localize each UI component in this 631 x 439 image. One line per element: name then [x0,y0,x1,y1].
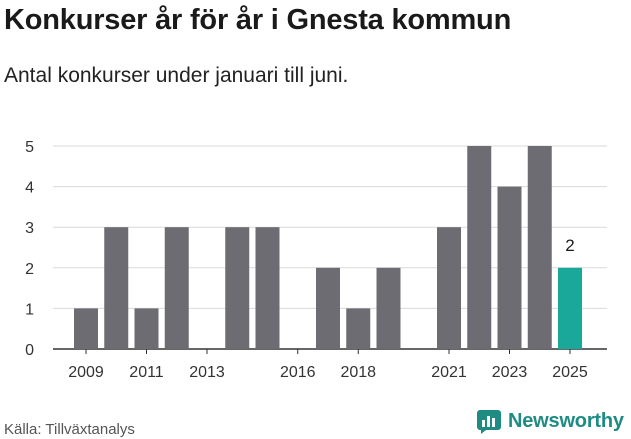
bar-2009 [74,308,98,349]
y-tick-label: 2 [25,261,34,278]
y-tick-label: 1 [25,301,34,318]
x-tick-label: 2023 [492,364,528,381]
bar-chart: 0 1 2 3 4 5 2 2009 2011 2013 2016 2018 2021 2023 202… [25,139,607,381]
chart-title: Konkurser år för år i Gnesta kommun [4,4,512,36]
x-tick-label: 2021 [431,364,467,381]
x-tick-label: 2025 [552,364,588,381]
bars [74,146,582,349]
brand-name: Newsworthy [508,409,624,432]
x-tick-label: 2013 [189,364,225,381]
bar-chart-logo-icon [477,410,501,434]
y-tick-label: 0 [25,342,34,359]
x-tick-label: 2011 [129,364,164,381]
newsworthy-logo[interactable]: Newsworthy [476,408,624,434]
bar-2019 [376,267,401,349]
x-tick-label: 2018 [340,364,376,381]
bar-2014 [225,227,250,349]
y-tick-label: 4 [25,180,34,197]
bar-2011 [134,308,159,349]
data-labels: 2 [565,236,574,255]
source-note: Källa: Tillväxtanalys [4,421,135,438]
bar-2017 [316,267,340,349]
y-tick-label: 3 [25,220,34,237]
bar-2021 [437,227,461,349]
data-label-2025: 2 [565,236,574,255]
x-tick-label: 2016 [280,364,316,381]
bar-2024 [527,146,552,349]
bar-2010 [104,227,129,349]
bar-2012 [164,227,189,349]
bar-2023 [497,186,522,349]
y-axis-ticks: 0 1 2 3 4 5 [25,139,34,359]
bar-2018 [346,308,371,349]
bar-2022 [467,146,492,349]
chart-subtitle: Antal konkurser under januari till juni. [4,64,349,87]
x-axis-ticks: 2009 2011 2013 2016 2018 2021 2023 2025 [68,349,588,381]
bar-2025 [558,267,582,349]
bar-2015 [255,227,280,349]
x-tick-label: 2009 [68,364,104,381]
y-tick-label: 5 [25,139,34,156]
